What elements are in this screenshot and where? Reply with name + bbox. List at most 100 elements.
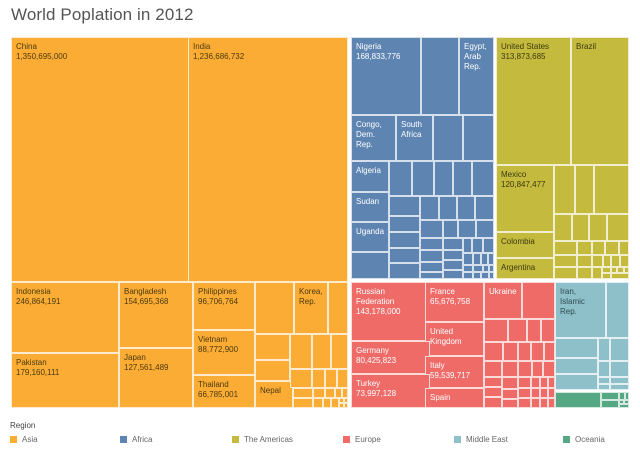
treemap-cell-africa-other[interactable] <box>489 265 494 272</box>
treemap-cell-africa-other[interactable] <box>481 253 488 265</box>
treemap-cell-africa-other[interactable] <box>463 115 494 161</box>
treemap-cell-philippines[interactable]: Philippines 96,706,764 <box>193 282 255 330</box>
treemap-cell-the-americas-other[interactable] <box>611 255 620 267</box>
treemap-cell-uganda[interactable]: Uganda <box>351 222 389 252</box>
treemap-cell-asia-other[interactable] <box>255 282 294 334</box>
treemap-cell-middle-east-other[interactable] <box>610 384 629 390</box>
treemap-cell-the-americas-other[interactable] <box>554 267 577 279</box>
treemap-cell-africa-other[interactable] <box>351 252 389 279</box>
treemap-cell-oceania-other[interactable] <box>601 400 619 408</box>
treemap-cell-the-americas-other[interactable] <box>607 214 629 241</box>
treemap-cell-africa-other[interactable] <box>420 262 443 272</box>
treemap-cell-asia-other[interactable] <box>313 398 323 408</box>
treemap-cell-the-americas-other[interactable] <box>592 255 603 267</box>
treemap-cell-africa-other[interactable] <box>420 238 443 250</box>
treemap-cell-oceania-other[interactable] <box>619 404 629 408</box>
treemap-cell-asia-other[interactable] <box>255 334 290 360</box>
treemap-cell-africa-other[interactable] <box>420 196 439 220</box>
treemap-cell-china[interactable]: China 1,350,695,000 <box>11 37 189 282</box>
treemap-cell-africa-other[interactable] <box>412 161 434 196</box>
treemap-cell-thailand[interactable]: Thailand 66,785,001 <box>193 375 255 408</box>
treemap-cell-india[interactable]: India 1,236,686,732 <box>188 37 348 282</box>
treemap-cell-africa-other[interactable] <box>473 265 483 272</box>
treemap-cell-africa-other[interactable] <box>443 220 458 238</box>
treemap-cell-africa-other[interactable] <box>421 37 459 115</box>
legend-item-europe[interactable]: Europe <box>343 434 381 444</box>
treemap-cell-vietnam[interactable]: Vietnam 88,772,900 <box>193 330 255 375</box>
treemap-cell-asia-other[interactable] <box>328 282 348 334</box>
treemap-cell-oceania-other[interactable] <box>619 392 625 400</box>
treemap-cell-africa-other[interactable] <box>475 196 494 220</box>
treemap-cell-europe-other[interactable] <box>502 389 518 399</box>
treemap-cell-europe-other[interactable] <box>540 388 548 398</box>
treemap-cell-europe-other[interactable] <box>548 388 555 398</box>
treemap-cell-asia-other[interactable] <box>293 398 313 408</box>
treemap-cell-europe-other[interactable] <box>484 361 502 377</box>
treemap-cell-the-americas-other[interactable] <box>602 273 611 279</box>
treemap-cell-europe-other[interactable] <box>484 319 508 342</box>
treemap-cell-the-americas-other[interactable] <box>617 267 624 273</box>
legend-item-middle-east[interactable]: Middle East <box>454 434 508 444</box>
treemap-cell-africa-other[interactable] <box>463 265 473 272</box>
treemap-cell-africa-other[interactable] <box>488 253 494 265</box>
treemap-cell-africa-other[interactable] <box>472 238 483 253</box>
treemap-cell-asia-other[interactable] <box>313 388 325 398</box>
treemap-cell-the-americas-other[interactable] <box>589 214 607 241</box>
treemap-cell-the-americas-other[interactable] <box>572 214 589 241</box>
treemap-cell-the-americas-other[interactable] <box>575 165 594 214</box>
treemap-cell-the-americas-other[interactable] <box>611 267 617 273</box>
treemap-cell-africa-other[interactable] <box>389 196 420 216</box>
treemap-cell-europe-other[interactable] <box>543 361 555 377</box>
treemap-cell-asia-other[interactable] <box>331 398 339 408</box>
treemap-cell-europe-other[interactable] <box>518 398 531 408</box>
treemap-cell-middle-east-other[interactable] <box>555 358 598 374</box>
treemap-cell-europe-other[interactable] <box>531 342 544 361</box>
treemap-cell-europe-other[interactable] <box>484 377 502 387</box>
treemap-cell-asia-other[interactable] <box>312 369 325 388</box>
treemap-cell-the-americas-other[interactable] <box>577 241 592 255</box>
treemap-cell-asia-other[interactable] <box>344 398 348 403</box>
treemap-cell-europe-other[interactable] <box>518 388 531 398</box>
treemap-cell-europe-other[interactable] <box>502 361 518 377</box>
treemap-cell-japan[interactable]: Japan 127,561,489 <box>119 348 193 408</box>
treemap-cell-europe-other[interactable] <box>484 397 502 408</box>
treemap-cell-oceania-other[interactable] <box>624 400 629 404</box>
treemap-cell-europe-other[interactable] <box>484 387 502 397</box>
treemap-cell-oceania-other[interactable] <box>601 392 619 400</box>
treemap-cell-the-americas-other[interactable] <box>577 267 592 279</box>
treemap-cell-middle-east-other[interactable] <box>598 361 610 377</box>
treemap-cell-africa-other[interactable] <box>473 272 481 279</box>
treemap-cell-middle-east-other[interactable] <box>598 338 610 361</box>
treemap-cell-africa-other[interactable] <box>420 250 443 262</box>
treemap-cell-africa-other[interactable] <box>420 220 443 238</box>
treemap-cell-europe-other[interactable] <box>541 319 555 342</box>
treemap-cell-asia-other[interactable] <box>290 334 312 369</box>
treemap-cell-argentina[interactable]: Argentina <box>496 258 554 279</box>
treemap-cell-asia-other[interactable] <box>339 398 344 403</box>
treemap-cell-oceania-other[interactable] <box>625 392 629 400</box>
treemap-cell-united-states[interactable]: United States 313,873,685 <box>496 37 571 165</box>
treemap-cell-asia-other[interactable] <box>312 334 331 369</box>
treemap-cell-the-americas-other[interactable] <box>620 255 629 267</box>
treemap-cell-europe-other[interactable] <box>503 342 518 361</box>
treemap-cell-asia-other[interactable] <box>337 369 348 388</box>
treemap-cell-germany[interactable]: Germany 80,425,823 <box>351 341 430 374</box>
treemap-cell-the-americas-other[interactable] <box>602 267 611 273</box>
treemap-cell-europe-other[interactable] <box>548 398 555 408</box>
treemap-cell-the-americas-other[interactable] <box>592 241 605 255</box>
treemap-cell-middle-east-other[interactable] <box>598 384 610 390</box>
treemap-cell-africa-other[interactable] <box>389 161 412 196</box>
treemap-cell-the-americas-other[interactable] <box>554 165 575 214</box>
treemap-cell-the-americas-other[interactable] <box>554 255 577 267</box>
treemap-cell-europe-other[interactable] <box>531 377 540 388</box>
treemap-cell-asia-other[interactable] <box>342 388 348 398</box>
treemap-cell-africa-other[interactable] <box>389 248 420 263</box>
treemap-cell-africa-other[interactable] <box>389 216 420 232</box>
treemap-cell-france[interactable]: France 65,676,758 <box>425 282 484 322</box>
treemap-cell-the-americas-other[interactable] <box>554 241 577 255</box>
treemap-cell-nepal[interactable]: Nepal <box>255 381 293 408</box>
treemap-cell-africa-other[interactable] <box>389 263 420 279</box>
treemap-cell-algeria[interactable]: Algeria <box>351 161 389 192</box>
treemap-cell-africa-other[interactable] <box>453 161 472 196</box>
treemap-cell-africa-other[interactable] <box>463 238 472 253</box>
